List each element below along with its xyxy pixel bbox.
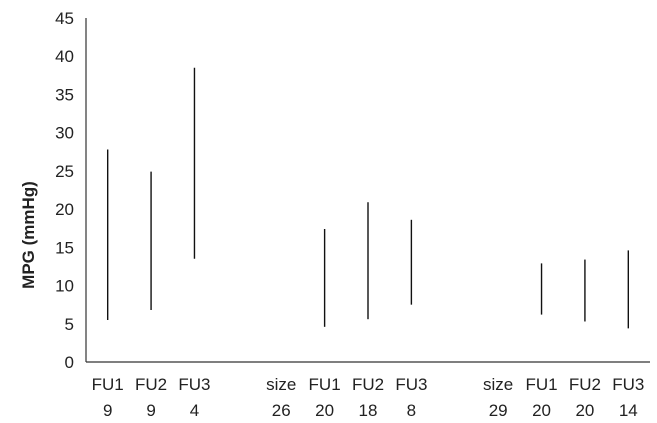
y-tick-label: 25 — [55, 162, 74, 181]
category-label-top: FU2 — [352, 375, 384, 394]
category-label-bottom: 8 — [407, 401, 416, 420]
category-label-bottom: 29 — [489, 401, 508, 420]
range-bars — [106, 67, 630, 329]
y-tick-label: 40 — [55, 47, 74, 66]
y-tick-label: 30 — [55, 124, 74, 143]
category-label-bottom: 26 — [272, 401, 291, 420]
category-label-bottom: 9 — [146, 401, 155, 420]
category-label-top: FU1 — [309, 375, 341, 394]
category-label-bottom: 14 — [619, 401, 638, 420]
category-label-bottom: 20 — [532, 401, 551, 420]
y-axis-title: MPG (mmHg) — [19, 181, 38, 289]
y-tick-label: 5 — [65, 315, 74, 334]
y-tick-label: 10 — [55, 277, 74, 296]
y-tick-label: 45 — [55, 9, 74, 28]
y-tick-label: 0 — [65, 353, 74, 372]
category-label-top: FU1 — [525, 375, 557, 394]
category-label-top: size — [266, 375, 296, 394]
category-labels: FU1 9 FU2 9 FU3 4 size 26 FU1 20 FU2 18 FU3 8 size 29 FU… — [92, 375, 645, 420]
category-label-bottom: 20 — [575, 401, 594, 420]
category-label-top: FU2 — [569, 375, 601, 394]
category-label-top: FU2 — [135, 375, 167, 394]
category-label-bottom: 9 — [103, 401, 112, 420]
y-tick-label: 35 — [55, 85, 74, 104]
category-label-top: FU1 — [92, 375, 124, 394]
category-label-bottom: 18 — [359, 401, 378, 420]
category-label-bottom: 20 — [315, 401, 334, 420]
category-label-top: FU3 — [395, 375, 427, 394]
category-label-top: size — [483, 375, 513, 394]
category-label-bottom: 4 — [190, 401, 199, 420]
y-tick-labels: 0 5 10 15 20 25 30 35 40 45 — [55, 9, 74, 372]
category-label-top: FU3 — [612, 375, 644, 394]
category-label-top: FU3 — [178, 375, 210, 394]
y-tick-label: 20 — [55, 200, 74, 219]
y-tick-label: 15 — [55, 238, 74, 257]
